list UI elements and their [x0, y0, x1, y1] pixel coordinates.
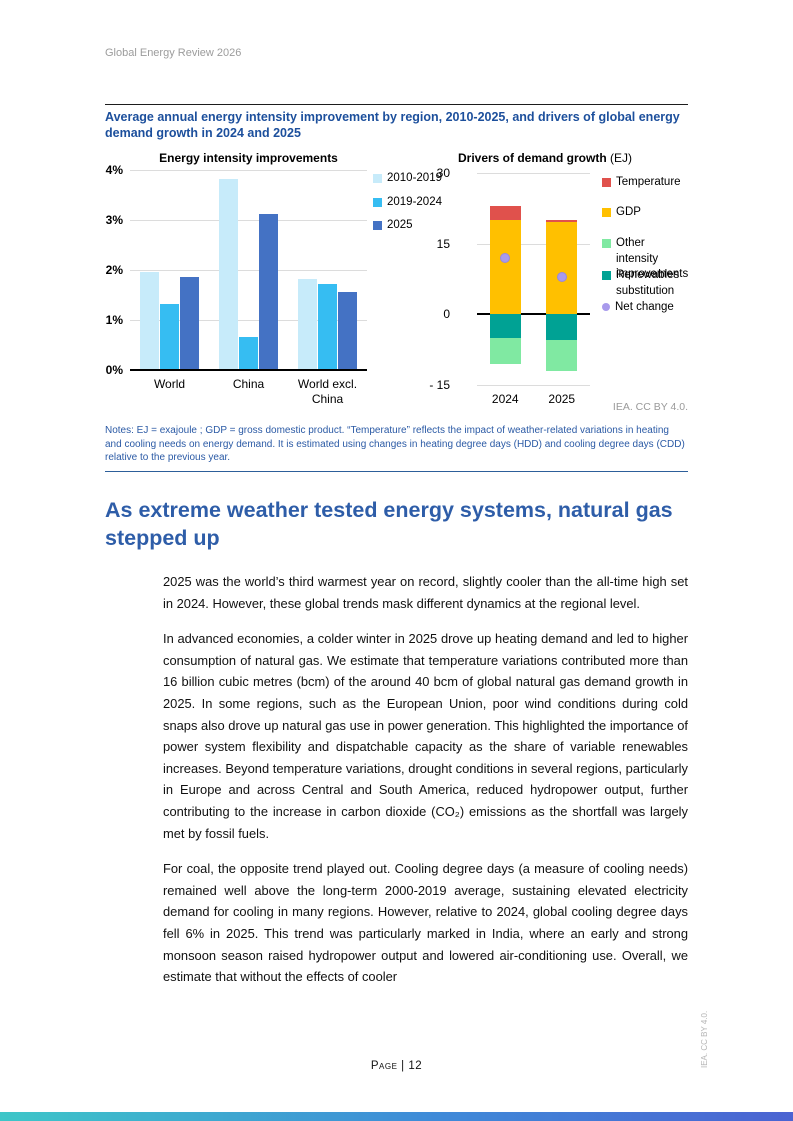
legend-item: 2010-2019 — [373, 171, 442, 187]
bar-2019-2024 — [159, 304, 179, 369]
legend-item: Renewables substitution — [602, 268, 690, 299]
bar-2019-2024 — [317, 284, 337, 369]
legend-label: 2019-2024 — [387, 195, 442, 208]
y-tick-label: 0 — [443, 307, 450, 322]
y-tick-label: 15 — [436, 236, 450, 251]
legend-item: Net change — [602, 300, 674, 316]
y-tick-label: - 15 — [429, 378, 450, 392]
segment-Other intensity improvements — [489, 337, 521, 364]
legend-swatch — [373, 197, 382, 207]
legend-swatch — [373, 221, 382, 230]
legend-label: 2010-2019 — [387, 172, 442, 184]
legend-swatch — [602, 208, 611, 217]
gridline — [130, 369, 367, 371]
x-category-label: World — [153, 377, 186, 391]
bottom-accent-bar — [0, 1112, 793, 1121]
segment-Renewables substitution — [546, 314, 578, 341]
legend-label: Renewables substitution — [616, 269, 680, 297]
legend-item: Temperature — [602, 175, 681, 191]
gridline — [130, 270, 367, 271]
legend-label: Other intensity improvements — [616, 237, 689, 280]
energy-intensity-chart: Energy intensity improvements 0% 1% 2% 3% 4% W… — [105, 150, 688, 420]
figure-charts: Energy intensity improvements 0% 1% 2% 3% 4% W… — [105, 150, 689, 420]
net-change-point — [556, 271, 567, 282]
figure-notes: Notes: EJ = exajoule ; GDP = gross domes… — [105, 425, 685, 463]
gridline — [477, 243, 590, 245]
legend-label: GDP — [616, 206, 641, 218]
gridline — [130, 170, 367, 171]
segment-Temperature — [546, 220, 578, 223]
y-tick-label: 30 — [436, 166, 450, 180]
figure-bottom-rule — [105, 471, 688, 472]
y-tick-label: 0% — [105, 363, 123, 377]
x-category-label: China — [232, 377, 265, 391]
gridline — [477, 173, 590, 174]
bar-2010-2019 — [297, 279, 317, 369]
x-category-label: 2024 — [491, 392, 519, 406]
legend-item: 2025 — [373, 218, 442, 234]
segment-Other intensity improvements — [546, 340, 578, 371]
segment-GDP — [489, 220, 521, 315]
legend-label: Temperature — [616, 176, 681, 188]
chart-title-main: Drivers of demand growth — [457, 151, 607, 165]
side-attribution: IEA. CC BY 4.0. — [700, 1010, 709, 1068]
paragraph: For coal, the opposite trend played out.… — [163, 861, 688, 985]
chart-legend: 2010-2019 2019-2024 2025 — [373, 171, 442, 234]
chart-title: Drivers of demand growth (EJ) — [445, 151, 645, 165]
bar-2025 — [179, 276, 199, 369]
body-copy: 2025 was the world’s third warmest year … — [163, 571, 688, 988]
legend-swatch — [602, 271, 611, 280]
segment-Temperature — [489, 206, 521, 221]
legend-swatch — [373, 174, 382, 183]
chart-legend: Temperature GDP Other intensity improvemen… — [602, 175, 690, 335]
legend-item: Other intensity improvements — [602, 236, 690, 283]
segment-GDP — [546, 222, 578, 315]
x-category-label: 2025 — [548, 392, 576, 406]
gridline — [130, 320, 367, 321]
y-tick-label: 3% — [105, 213, 123, 227]
bar-2019-2024 — [238, 336, 258, 369]
x-category-label: World excl. China — [297, 377, 358, 406]
chart-attribution: IEA. CC BY 4.0. — [612, 401, 688, 413]
plot-area — [130, 170, 367, 371]
bar-2010-2019 — [139, 271, 159, 369]
segment-Renewables substitution — [489, 314, 521, 338]
figure-top-rule — [105, 104, 688, 105]
y-tick-label: 1% — [105, 313, 123, 327]
y-tick-label: 4% — [105, 163, 123, 177]
legend-swatch — [602, 239, 611, 248]
bar-2025 — [258, 214, 278, 369]
section-heading: As extreme weather tested energy systems… — [105, 498, 673, 550]
paragraph: In advanced economies, a colder winter i… — [163, 631, 688, 841]
gridline — [477, 385, 590, 386]
chart-title: Energy intensity improvements — [159, 151, 338, 165]
paragraph: 2025 was the world’s third warmest year … — [163, 574, 688, 611]
bar-2010-2019 — [218, 179, 238, 369]
page-number: Page | 12 — [370, 1060, 423, 1072]
bar-2025 — [337, 291, 357, 369]
net-change-point — [500, 252, 511, 263]
legend-swatch — [602, 303, 610, 311]
plot-area — [477, 173, 590, 386]
legend-label: Net change — [615, 301, 674, 313]
running-header: Global Energy Review 2026 — [105, 47, 242, 59]
legend-label: 2025 — [387, 219, 413, 231]
figure-title: Average annual energy intensity improvem… — [105, 110, 680, 140]
chart-title-unit: (EJ) — [606, 151, 633, 165]
demand-drivers-chart: Drivers of demand growth (EJ) 30 15 0- 15 20… — [105, 150, 688, 420]
y-tick-label: 2% — [105, 263, 123, 277]
gridline — [130, 220, 367, 221]
legend-swatch — [602, 178, 611, 187]
legend-item: GDP — [602, 205, 641, 221]
legend-item: 2019-2024 — [373, 195, 442, 211]
gridline — [477, 313, 590, 315]
